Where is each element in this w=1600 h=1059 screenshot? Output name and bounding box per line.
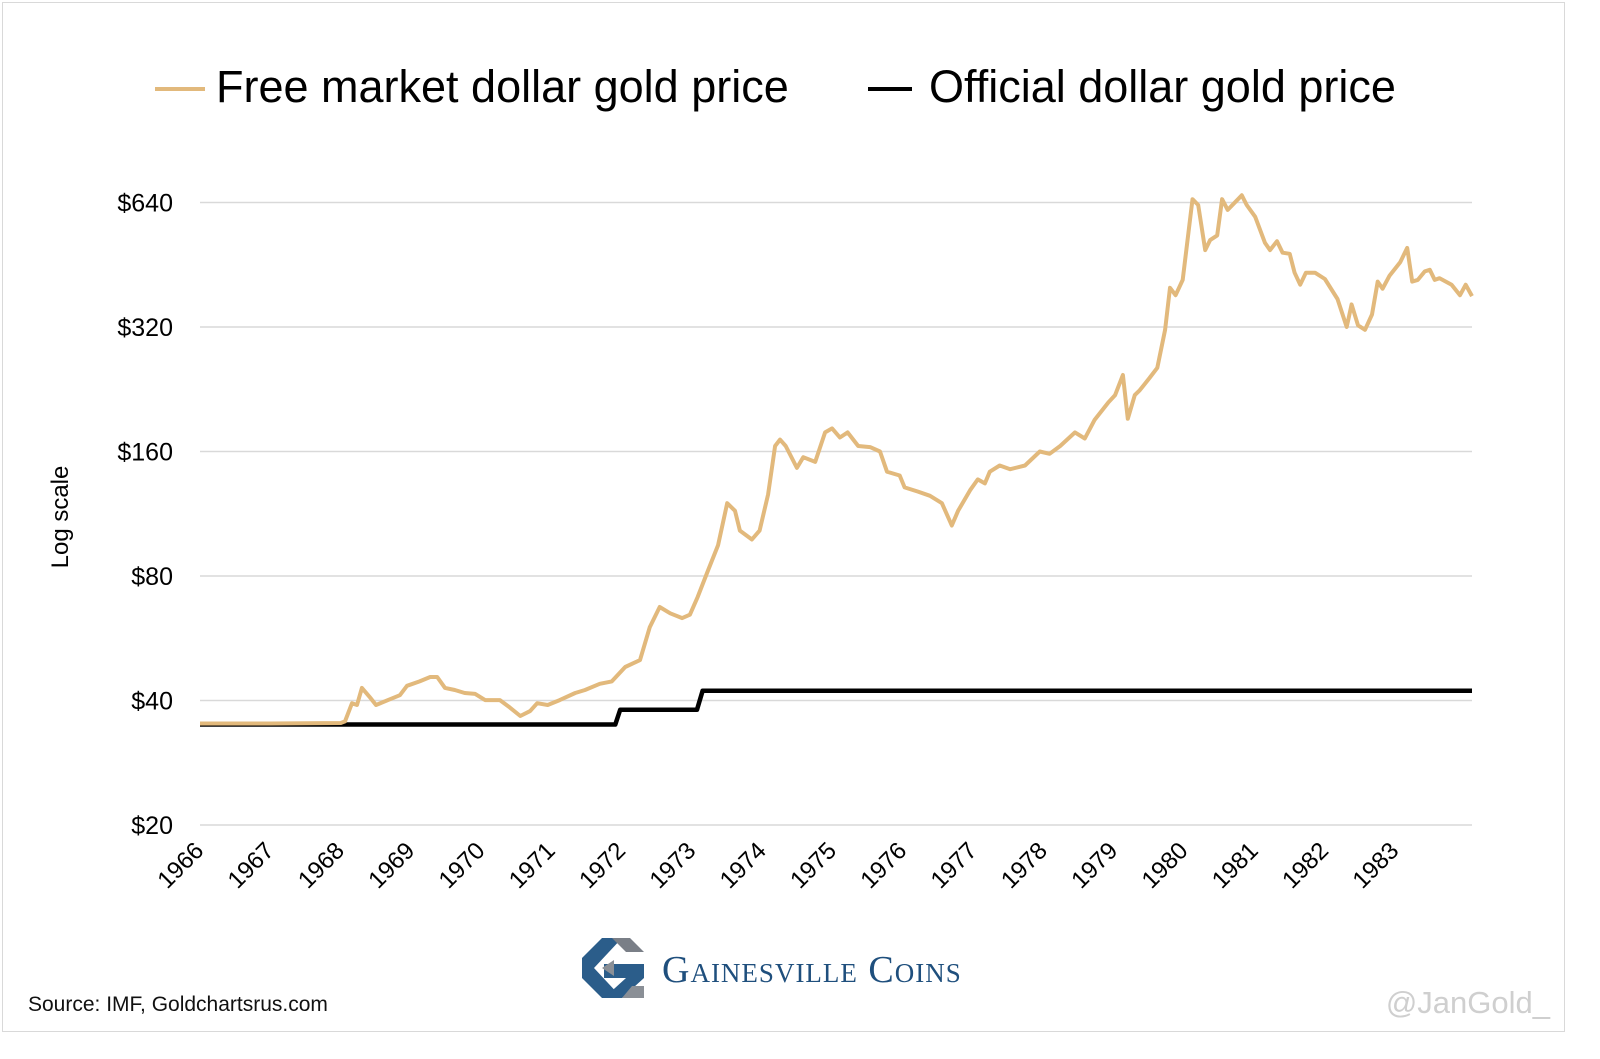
x-tick-label: 1980 xyxy=(1137,837,1194,894)
x-tick-label: 1982 xyxy=(1277,837,1334,894)
y-tick-label: $20 xyxy=(131,812,173,840)
x-tick-label: 1969 xyxy=(363,837,420,894)
y-tick-label: $640 xyxy=(117,190,173,218)
y-axis-ticks: $640 $320 $160 $80 $40 $20 xyxy=(117,190,173,841)
x-tick-label: 1966 xyxy=(152,837,209,894)
chart-frame xyxy=(2,2,1565,1032)
y-tick-label: $40 xyxy=(131,688,173,716)
x-axis-ticks: 1966 1967 1968 1969 1970 1971 1972 1973 1974 1975… xyxy=(152,837,1404,894)
x-tick-label: 1973 xyxy=(644,837,701,894)
series-line-official-price xyxy=(200,688,1472,727)
x-tick-label: 1971 xyxy=(504,837,561,894)
gridlines xyxy=(200,201,1472,826)
series-lines xyxy=(200,193,1474,727)
author-handle: @JanGold_ xyxy=(1385,985,1550,1020)
x-tick-label: 1981 xyxy=(1207,837,1264,894)
legend-label-free-market: Free market dollar gold price xyxy=(216,61,789,112)
x-tick-label: 1972 xyxy=(574,837,631,894)
gainesville-logo-icon xyxy=(582,938,644,998)
x-tick-label: 1979 xyxy=(1066,837,1123,894)
x-tick-label: 1983 xyxy=(1347,837,1404,894)
brand-name: Gainesville Coins xyxy=(662,949,962,991)
x-tick-label: 1974 xyxy=(715,837,772,894)
source-note: Source: IMF, Goldchartsrus.com xyxy=(28,993,328,1016)
legend: Free market dollar gold price Official d… xyxy=(155,61,1396,112)
x-tick-label: 1975 xyxy=(785,837,842,894)
x-tick-label: 1967 xyxy=(223,837,280,894)
x-tick-label: 1977 xyxy=(926,837,983,894)
y-tick-label: $160 xyxy=(117,439,173,467)
y-axis-label: Log scale xyxy=(47,466,74,569)
x-tick-label: 1968 xyxy=(293,837,350,894)
y-tick-label: $320 xyxy=(117,314,173,342)
y-tick-label: $80 xyxy=(131,563,173,591)
x-tick-label: 1970 xyxy=(434,837,491,894)
legend-label-official: Official dollar gold price xyxy=(929,61,1396,112)
x-tick-label: 1976 xyxy=(855,837,912,894)
series-line-free-market-price xyxy=(200,193,1474,726)
x-tick-label: 1978 xyxy=(996,837,1053,894)
